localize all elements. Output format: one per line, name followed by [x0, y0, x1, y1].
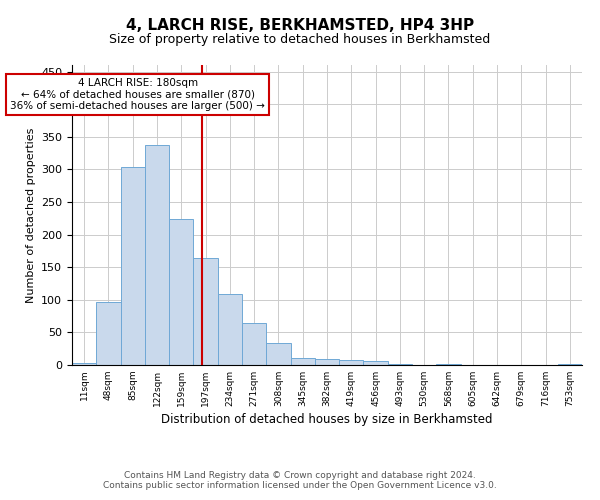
Bar — [218, 294, 242, 365]
X-axis label: Distribution of detached houses by size in Berkhamsted: Distribution of detached houses by size … — [161, 413, 493, 426]
Y-axis label: Number of detached properties: Number of detached properties — [26, 128, 35, 302]
Bar — [145, 145, 169, 365]
Text: Contains HM Land Registry data © Crown copyright and database right 2024.
Contai: Contains HM Land Registry data © Crown c… — [103, 470, 497, 490]
Bar — [290, 358, 315, 365]
Text: Size of property relative to detached houses in Berkhamsted: Size of property relative to detached ho… — [109, 32, 491, 46]
Bar — [193, 258, 218, 365]
Text: 4, LARCH RISE, BERKHAMSTED, HP4 3HP: 4, LARCH RISE, BERKHAMSTED, HP4 3HP — [126, 18, 474, 32]
Bar — [388, 364, 412, 365]
Bar — [339, 360, 364, 365]
Bar — [96, 302, 121, 365]
Bar — [558, 364, 582, 365]
Bar — [436, 364, 461, 365]
Bar — [364, 361, 388, 365]
Bar — [266, 344, 290, 365]
Bar — [121, 168, 145, 365]
Bar — [169, 219, 193, 365]
Bar — [72, 363, 96, 365]
Bar — [242, 322, 266, 365]
Text: 4 LARCH RISE: 180sqm
← 64% of detached houses are smaller (870)
36% of semi-deta: 4 LARCH RISE: 180sqm ← 64% of detached h… — [10, 78, 265, 111]
Bar — [315, 359, 339, 365]
